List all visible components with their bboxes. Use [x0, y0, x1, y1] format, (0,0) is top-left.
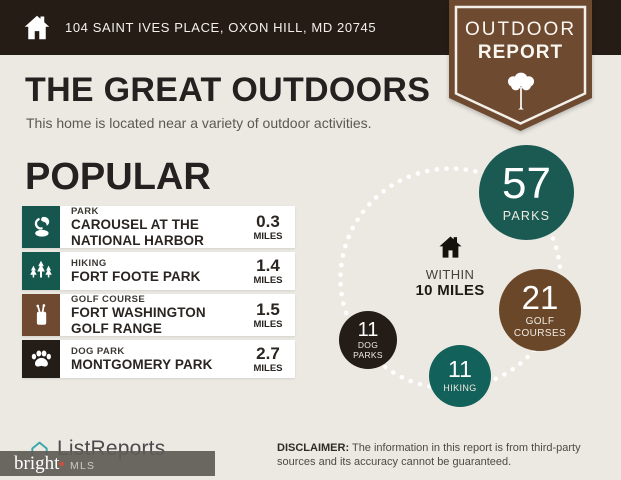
list-item-park: PARK CAROUSEL AT THE NATIONAL HARBOR 0.3… [22, 206, 295, 248]
stat-circle-hiking: 11 HIKING [429, 345, 491, 407]
page-subtitle: This home is located near a variety of o… [26, 115, 372, 131]
list-item-dog-park: DOG PARK MONTGOMERY PARK 2.7 MILES [22, 340, 295, 378]
home-icon [22, 13, 52, 43]
stat-value: 11 [448, 356, 472, 383]
within-distance: 10 MILES [415, 282, 485, 299]
badge-title: OUTDOOR REPORT [449, 19, 592, 64]
pine-trees-icon [22, 252, 60, 290]
item-distance: 1.4 [256, 255, 280, 275]
item-distance-unit: MILES [253, 318, 283, 330]
badge-line2: REPORT [477, 42, 564, 63]
paw-icon [22, 340, 60, 378]
tree-icon [503, 70, 539, 116]
disclaimer-text: The information in this report is from t… [277, 442, 581, 468]
item-distance-unit: MILES [253, 230, 283, 242]
item-distance-unit: MILES [253, 362, 283, 374]
stat-circle-parks: 57 PARKS [479, 145, 574, 240]
house-outline-icon [31, 441, 48, 456]
item-name: CAROUSEL AT THE NATIONAL HARBOR [71, 217, 204, 248]
stat-label: GOLF COURSES [513, 316, 567, 339]
stat-label: PARKS [502, 208, 551, 223]
home-icon [437, 236, 464, 265]
item-category: HIKING [71, 257, 107, 269]
item-distance: 0.3 [256, 211, 280, 231]
item-category: PARK [71, 206, 99, 218]
mls-brand-name: bright [14, 453, 60, 474]
item-name: FORT FOOTE PARK [71, 268, 201, 284]
radius-center: WITHIN 10 MILES [405, 234, 495, 299]
item-category: DOG PARK [71, 345, 125, 357]
golf-bag-icon [22, 294, 60, 336]
item-distance: 2.7 [256, 343, 280, 363]
stat-label: DOG PARKS [353, 339, 383, 360]
within-label: WITHIN [425, 267, 475, 282]
carousel-icon [22, 206, 60, 248]
disclaimer-label: DISCLAIMER: [277, 442, 350, 454]
list-item-golf: GOLF COURSE FORT WASHINGTON GOLF RANGE 1… [22, 294, 295, 336]
list-item-hiking: HIKING FORT FOOTE PARK 1.4 MILES [22, 252, 295, 290]
popular-heading: POPULAR [25, 156, 211, 198]
property-address: 104 SAINT IVES PLACE, OXON HILL, MD 2074… [65, 20, 377, 35]
page-title: THE GREAT OUTDOORS [25, 71, 431, 109]
badge-line1: OUTDOOR [464, 19, 577, 40]
stat-value: 21 [521, 279, 559, 316]
mls-brand-dot: ● [58, 457, 66, 470]
item-category: GOLF COURSE [71, 294, 146, 306]
stat-value: 57 [502, 158, 551, 208]
mls-brand-suffix: MLS [70, 459, 96, 472]
stat-circle-dog-parks: 11 DOG PARKS [339, 311, 397, 369]
stat-label: HIKING [443, 383, 477, 394]
item-name: FORT WASHINGTON GOLF RANGE [71, 305, 206, 336]
stat-circle-golf-courses: 21 GOLF COURSES [499, 269, 581, 351]
outdoor-report-badge: OUTDOOR REPORT [449, 0, 592, 131]
disclaimer: DISCLAIMER: The information in this repo… [277, 441, 605, 469]
item-distance: 1.5 [256, 299, 280, 319]
item-name: MONTGOMERY PARK [71, 356, 213, 372]
stat-value: 11 [357, 318, 379, 341]
item-distance-unit: MILES [253, 274, 283, 286]
popular-list: PARK CAROUSEL AT THE NATIONAL HARBOR 0.3… [22, 206, 295, 382]
bright-mls-logo: bright ● MLS [0, 451, 215, 476]
